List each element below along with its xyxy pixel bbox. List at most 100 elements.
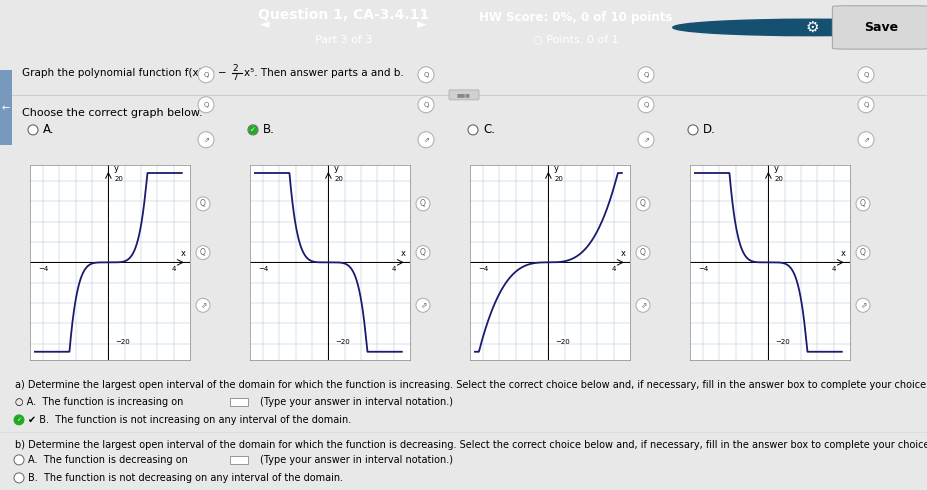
Text: ◄: ◄ <box>260 18 269 31</box>
Circle shape <box>415 298 429 312</box>
Text: Q: Q <box>420 248 425 257</box>
FancyBboxPatch shape <box>832 6 927 49</box>
Text: HW Score: 0%, 0 of 10 points: HW Score: 0%, 0 of 10 points <box>478 11 671 24</box>
Text: Q: Q <box>859 199 865 208</box>
Text: ✓: ✓ <box>249 127 256 133</box>
Circle shape <box>635 197 649 211</box>
FancyBboxPatch shape <box>230 398 248 406</box>
Text: −4: −4 <box>697 266 707 271</box>
Text: ○ A.  The function is increasing on: ○ A. The function is increasing on <box>15 397 184 407</box>
Text: ⇗: ⇗ <box>859 301 865 310</box>
Circle shape <box>417 67 434 83</box>
Text: Question 1, CA-3.4.11: Question 1, CA-3.4.11 <box>258 8 428 23</box>
Text: ✓: ✓ <box>17 417 21 422</box>
Text: Q: Q <box>423 72 428 78</box>
Circle shape <box>415 245 429 260</box>
Text: 20: 20 <box>554 176 564 182</box>
Text: y: y <box>114 164 119 173</box>
Text: ✔ B.  The function is not increasing on any interval of the domain.: ✔ B. The function is not increasing on a… <box>28 415 351 425</box>
Circle shape <box>415 197 429 211</box>
Text: y: y <box>553 164 558 173</box>
Text: (Type your answer in interval notation.): (Type your answer in interval notation.) <box>260 455 452 465</box>
Circle shape <box>857 132 873 148</box>
Circle shape <box>197 132 214 148</box>
Text: Q: Q <box>862 102 868 108</box>
Text: B.  The function is not decreasing on any interval of the domain.: B. The function is not decreasing on any… <box>28 473 343 483</box>
Circle shape <box>687 125 697 135</box>
Text: B.: B. <box>262 123 274 136</box>
Circle shape <box>14 415 24 425</box>
Text: 20: 20 <box>774 176 783 182</box>
Circle shape <box>197 97 214 113</box>
Circle shape <box>197 67 214 83</box>
Text: −4: −4 <box>477 266 488 271</box>
Text: Q: Q <box>203 72 209 78</box>
Text: Save: Save <box>863 21 897 34</box>
FancyBboxPatch shape <box>230 456 248 464</box>
Text: x: x <box>840 249 845 258</box>
Text: −4: −4 <box>38 266 48 271</box>
Text: Q: Q <box>200 248 206 257</box>
Circle shape <box>857 97 873 113</box>
Text: y: y <box>773 164 778 173</box>
Text: ⇗: ⇗ <box>642 137 648 143</box>
Circle shape <box>638 97 654 113</box>
Circle shape <box>672 19 927 36</box>
Circle shape <box>196 197 210 211</box>
Text: Q: Q <box>642 72 648 78</box>
Text: ←: ← <box>2 103 10 113</box>
Text: x: x <box>400 249 405 258</box>
Circle shape <box>417 97 434 113</box>
Text: Q: Q <box>640 199 645 208</box>
Text: D.: D. <box>703 123 715 136</box>
Text: a) Determine the largest open interval of the domain for which the function is i: a) Determine the largest open interval o… <box>15 380 927 390</box>
Circle shape <box>857 67 873 83</box>
Text: 4: 4 <box>611 266 616 271</box>
Text: 20: 20 <box>115 176 123 182</box>
Text: (Type your answer in interval notation.): (Type your answer in interval notation.) <box>260 397 452 407</box>
Circle shape <box>196 298 210 312</box>
Text: x⁵. Then answer parts a and b.: x⁵. Then answer parts a and b. <box>244 68 403 78</box>
Text: Q: Q <box>423 102 428 108</box>
Circle shape <box>467 125 477 135</box>
Text: Q: Q <box>203 102 209 108</box>
Text: 20: 20 <box>335 176 343 182</box>
Text: C.: C. <box>482 123 494 136</box>
Text: A.  The function is decreasing on: A. The function is decreasing on <box>28 455 187 465</box>
Text: Q: Q <box>642 102 648 108</box>
Text: x: x <box>620 249 626 258</box>
Circle shape <box>635 245 649 260</box>
Text: Graph the polynomial function f(x) = −: Graph the polynomial function f(x) = − <box>22 68 226 78</box>
Text: 4: 4 <box>171 266 176 271</box>
Text: ⚙: ⚙ <box>805 20 818 35</box>
Text: ⇗: ⇗ <box>423 137 428 143</box>
Text: Part 3 of 3: Part 3 of 3 <box>314 34 372 45</box>
Text: ⇗: ⇗ <box>639 301 645 310</box>
Text: Q: Q <box>200 199 206 208</box>
Text: 4: 4 <box>391 266 396 271</box>
Text: ⇗: ⇗ <box>862 137 868 143</box>
Circle shape <box>855 245 870 260</box>
Circle shape <box>635 298 649 312</box>
Circle shape <box>14 473 24 483</box>
Text: −20: −20 <box>115 339 130 344</box>
Text: Q: Q <box>420 199 425 208</box>
Text: b) Determine the largest open interval of the domain for which the function is d: b) Determine the largest open interval o… <box>15 440 927 450</box>
FancyBboxPatch shape <box>0 70 12 145</box>
Text: Q: Q <box>862 72 868 78</box>
Text: y: y <box>334 164 338 173</box>
Text: ⇗: ⇗ <box>203 137 209 143</box>
Circle shape <box>855 197 870 211</box>
Text: ■■■: ■■■ <box>457 93 470 98</box>
FancyBboxPatch shape <box>449 90 478 100</box>
Text: 7: 7 <box>232 74 237 82</box>
Circle shape <box>14 455 24 465</box>
Text: ○ Points: 0 of 1: ○ Points: 0 of 1 <box>532 34 617 45</box>
Circle shape <box>638 132 654 148</box>
Text: ►: ► <box>417 18 426 31</box>
Text: ⇗: ⇗ <box>419 301 425 310</box>
Circle shape <box>417 132 434 148</box>
Text: A.: A. <box>43 123 55 136</box>
Text: −20: −20 <box>774 339 789 344</box>
Text: −20: −20 <box>335 339 349 344</box>
